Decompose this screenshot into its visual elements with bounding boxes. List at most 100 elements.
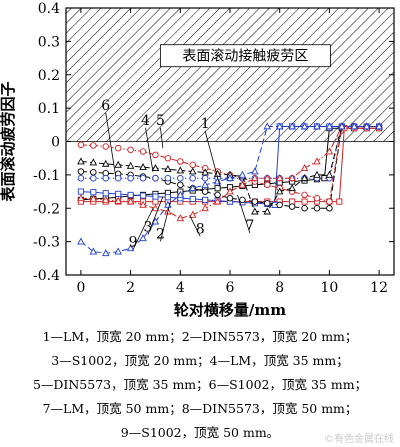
series-8-point: [89, 194, 98, 202]
series-9-point: [176, 190, 185, 198]
series-4-point: [288, 203, 296, 210]
series-5-point: [189, 161, 196, 169]
series-8-point: [275, 174, 284, 182]
series-9-point: [338, 122, 346, 130]
series-7-point: [126, 161, 135, 169]
curve-label-leader-1: [204, 131, 221, 187]
series-5-point: [326, 198, 333, 205]
series-2-point: [301, 198, 308, 205]
series-7-point: [288, 184, 296, 192]
series-7-point: [176, 166, 185, 174]
x-tick-label: 2: [126, 280, 135, 296]
curve-label-8: 8: [196, 221, 205, 237]
curve-label-leader-4: [145, 127, 154, 172]
curve-label-1: 1: [201, 116, 210, 132]
curve-label-7: 7: [245, 218, 254, 234]
series-6-point: [102, 174, 110, 182]
series-9-point: [126, 244, 135, 252]
series-8-point: [188, 210, 197, 218]
curve-label-leader-8: [189, 216, 201, 237]
x-tick-label: 12: [370, 280, 388, 296]
series-9-point: [114, 247, 122, 255]
series-8-point: [238, 180, 247, 188]
x-tick-label: 4: [176, 280, 185, 296]
series-8-point: [114, 196, 122, 204]
series-5-point: [264, 181, 271, 189]
series-2-point: [336, 198, 343, 205]
series-7-point: [77, 157, 85, 165]
curve-label-leader-9: [132, 208, 154, 250]
series-6-point: [164, 174, 172, 182]
curve-label-4: 4: [141, 113, 150, 129]
curve-label-leader-7: [237, 194, 251, 234]
series-3-point: [115, 190, 122, 197]
series-9-point: [300, 122, 309, 130]
series-9-point: [201, 180, 209, 188]
series-6-point: [201, 174, 209, 182]
series-9-point: [275, 122, 284, 130]
curve-label-9: 9: [129, 235, 138, 251]
x-tick-label: 10: [320, 280, 338, 296]
series-3-point: [90, 189, 97, 196]
series-5-point: [139, 148, 147, 155]
curve-label-3: 3: [144, 220, 153, 236]
series-6-point: [139, 174, 147, 182]
watermark: ©有色金属在线: [324, 434, 394, 445]
series-8-point: [213, 197, 222, 205]
series-1-point: [214, 185, 221, 192]
x-axis-title: 轮对横移量/mm: [174, 301, 286, 319]
series-3-point: [189, 195, 196, 202]
y-tick-label: 0.1: [38, 101, 60, 117]
y-tick-label: 0: [51, 135, 60, 151]
x-tick-label: 0: [76, 280, 85, 296]
series-2-point: [152, 198, 159, 205]
x-tick-label: 6: [226, 280, 235, 296]
series-4-point: [301, 204, 308, 212]
series-7-point: [188, 167, 197, 175]
series-6-point: [189, 174, 196, 182]
series-9-point: [288, 122, 296, 130]
series-3-point: [139, 192, 147, 199]
series-9-point: [350, 122, 358, 130]
caption-line-2: 3—S1002，顶宽 20 mm；4—LM，顶宽 35 mm；: [51, 353, 349, 368]
series-9-point: [238, 170, 247, 178]
series-8-point: [151, 204, 160, 212]
series-8-point: [176, 214, 185, 222]
series-9-point: [251, 167, 259, 175]
y-axis-title: 表面滚动疲劳因子: [0, 81, 17, 201]
series-4-point: [226, 194, 234, 202]
series-9-point: [151, 217, 160, 225]
series-8-point: [226, 187, 234, 195]
series-9-point: [188, 184, 197, 192]
series-7-point: [325, 170, 334, 178]
y-tick-label: 0.2: [38, 68, 60, 84]
series-6-point: [114, 174, 122, 182]
series-9-point: [89, 247, 98, 255]
series-4-point: [90, 168, 97, 176]
series-5-point: [90, 142, 97, 149]
caption-line-3: 5—DIN5573，顶宽 35 mm；6—S1002，顶宽 35 mm；: [32, 377, 368, 392]
series-7-point: [300, 174, 309, 182]
series-9-point: [375, 122, 383, 130]
series-3-point: [164, 194, 171, 201]
y-tick-label: 0.3: [38, 34, 60, 50]
series-3-point: [102, 190, 109, 197]
curve-label-5: 5: [156, 113, 165, 129]
series-9-point: [77, 237, 85, 245]
curve-label-leader-3: [147, 196, 164, 235]
curve-label-leader-5: [160, 127, 164, 149]
curve-label-2: 2: [156, 226, 165, 242]
series-8-point: [263, 174, 272, 182]
series-4-point: [251, 198, 259, 205]
curve-label-6: 6: [101, 98, 110, 114]
series-7-point: [164, 165, 172, 173]
series-4-point: [313, 204, 321, 212]
series-8-point: [251, 174, 259, 182]
series-7-point: [89, 158, 98, 166]
series-9-point: [139, 234, 147, 242]
series-5-point: [77, 141, 85, 149]
series-4-point: [276, 201, 283, 209]
series-9-point: [325, 122, 334, 130]
caption-line-1: 1—LM，顶宽 20 mm；2—DIN5573，顶宽 20 mm；: [42, 329, 358, 344]
